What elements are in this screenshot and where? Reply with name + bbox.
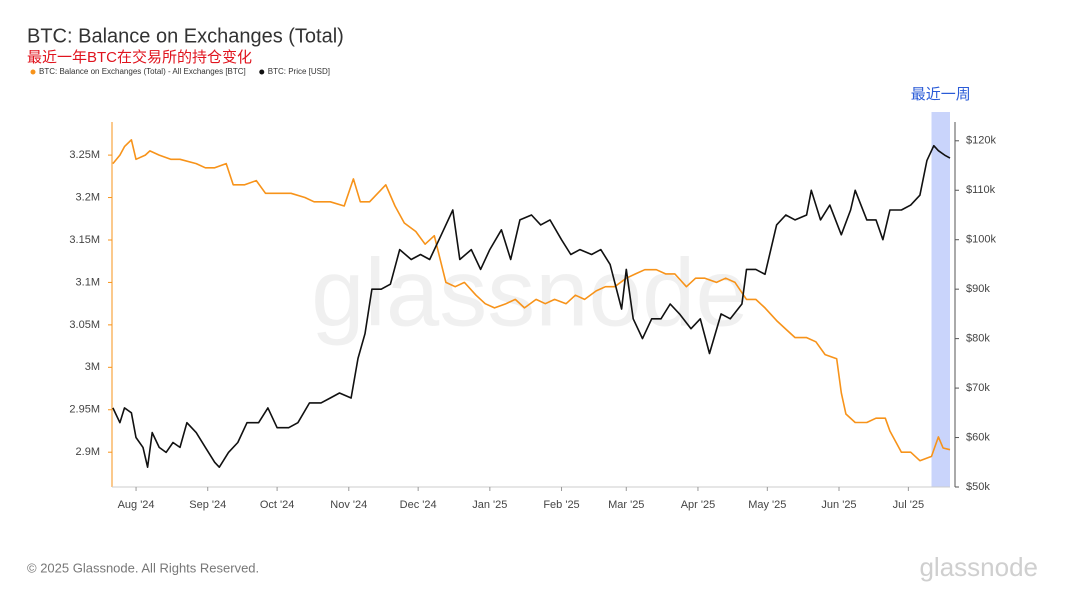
y-tick-label: 3.1M [76,276,100,288]
y-tick-label: 3.15M [69,234,100,246]
y-tick-label: 3.2M [76,191,100,203]
logo: glassnode [919,552,1038,582]
x-tick-label: Mar '25 [608,499,644,511]
y2-tick-label: $80k [966,333,990,345]
x-tick-label: May '25 [748,499,786,511]
legend-marker [259,69,265,75]
copyright: © 2025 Glassnode. All Rights Reserved. [27,560,259,575]
y2-tick-label: $60k [966,431,990,443]
x-tick-label: Sep '24 [189,499,226,511]
y2-tick-label: $70k [966,382,990,394]
y-tick-label: 3.05M [69,319,100,331]
x-tick-label: Aug '24 [118,499,155,511]
x-tick-label: Nov '24 [330,499,367,511]
x-tick-label: Jun '25 [821,499,856,511]
x-tick-label: Apr '25 [681,499,716,511]
y2-tick-label: $50k [966,481,990,493]
series-line [112,139,951,462]
y2-tick-label: $90k [966,283,990,295]
series-line [112,144,951,468]
x-tick-label: Jan '25 [472,499,507,511]
y-tick-label: 3.25M [69,149,100,161]
highlight-label: 最近一周 [911,86,971,103]
legend-label: BTC: Balance on Exchanges (Total) - All … [39,67,246,76]
legend-label: BTC: Price [USD] [268,67,330,76]
x-tick-label: Oct '24 [260,499,295,511]
watermark: glassnode [311,239,749,346]
y-tick-label: 2.95M [69,404,100,416]
x-tick-label: Jul '25 [893,499,924,511]
legend-marker [30,69,36,75]
x-tick-label: Feb '25 [543,499,579,511]
chart-subtitle: 最近一年BTC在交易所的持仓变化 [27,48,252,66]
x-tick-label: Dec '24 [400,499,437,511]
y2-tick-label: $120k [966,135,996,147]
y-tick-label: 2.9M [76,446,100,458]
highlight-band [931,112,950,487]
y2-tick-label: $100k [966,234,996,246]
y2-tick-label: $110k [966,184,996,196]
y-tick-label: 3M [85,361,100,373]
chart-title: BTC: Balance on Exchanges (Total) [27,25,344,47]
